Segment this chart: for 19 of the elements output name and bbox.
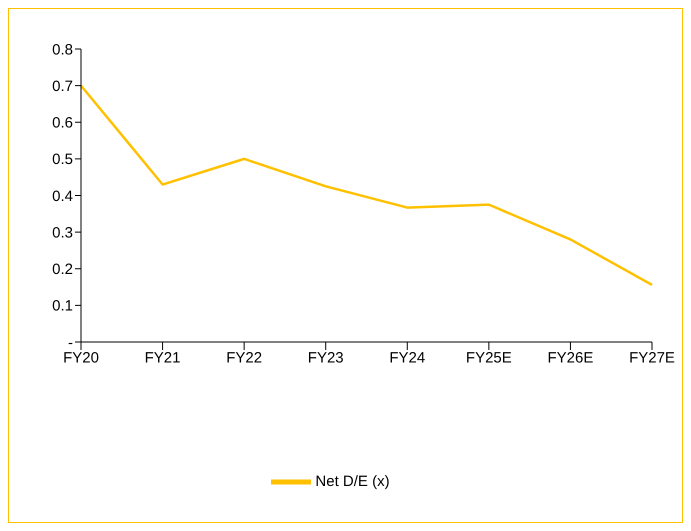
y-tick-label: 0.2 — [52, 261, 73, 278]
y-tick-label: 0.1 — [52, 298, 73, 315]
x-tick-label: FY24 — [389, 350, 426, 367]
x-tick-label: FY21 — [144, 350, 180, 367]
y-tick-label: 0.6 — [52, 114, 73, 132]
y-tick-label: 0.7 — [52, 78, 73, 95]
x-tick-label: FY20 — [63, 350, 99, 367]
y-tick-label: 0.5 — [52, 151, 73, 168]
y-tick-label: 0.8 — [52, 41, 73, 58]
y-tick-label: 0.4 — [52, 188, 73, 205]
y-tick-label: - — [68, 334, 73, 352]
x-tick-label: FY25E — [466, 350, 512, 367]
x-tick-label: FY26E — [548, 350, 594, 367]
y-tick-label: 0.3 — [52, 224, 73, 242]
x-tick-label: FY27E — [629, 350, 675, 367]
x-tick-label: FY23 — [308, 350, 344, 367]
legend-label: Net D/E (x) — [315, 472, 390, 490]
x-tick-label: FY22 — [226, 350, 262, 367]
line-series — [80, 84, 654, 286]
